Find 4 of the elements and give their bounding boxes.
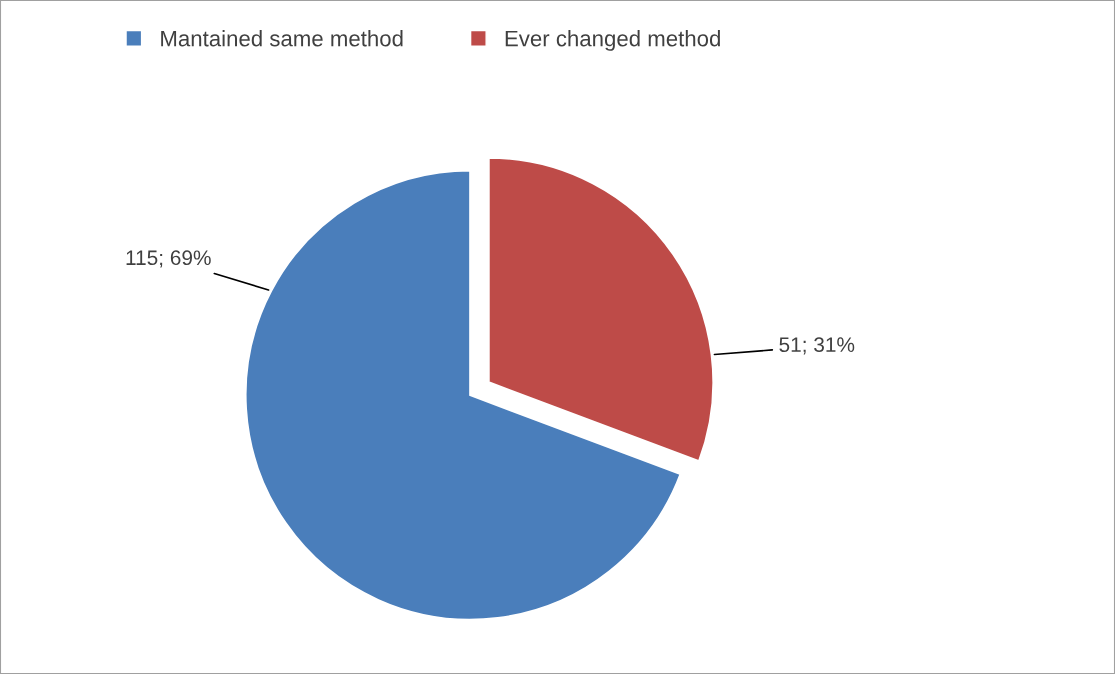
data-label: 115; 69% <box>126 250 211 268</box>
data-label: 51; 31% <box>779 337 855 355</box>
legend-label: Mantained same method <box>161 30 403 47</box>
legend-label: Ever changed method <box>505 30 720 51</box>
